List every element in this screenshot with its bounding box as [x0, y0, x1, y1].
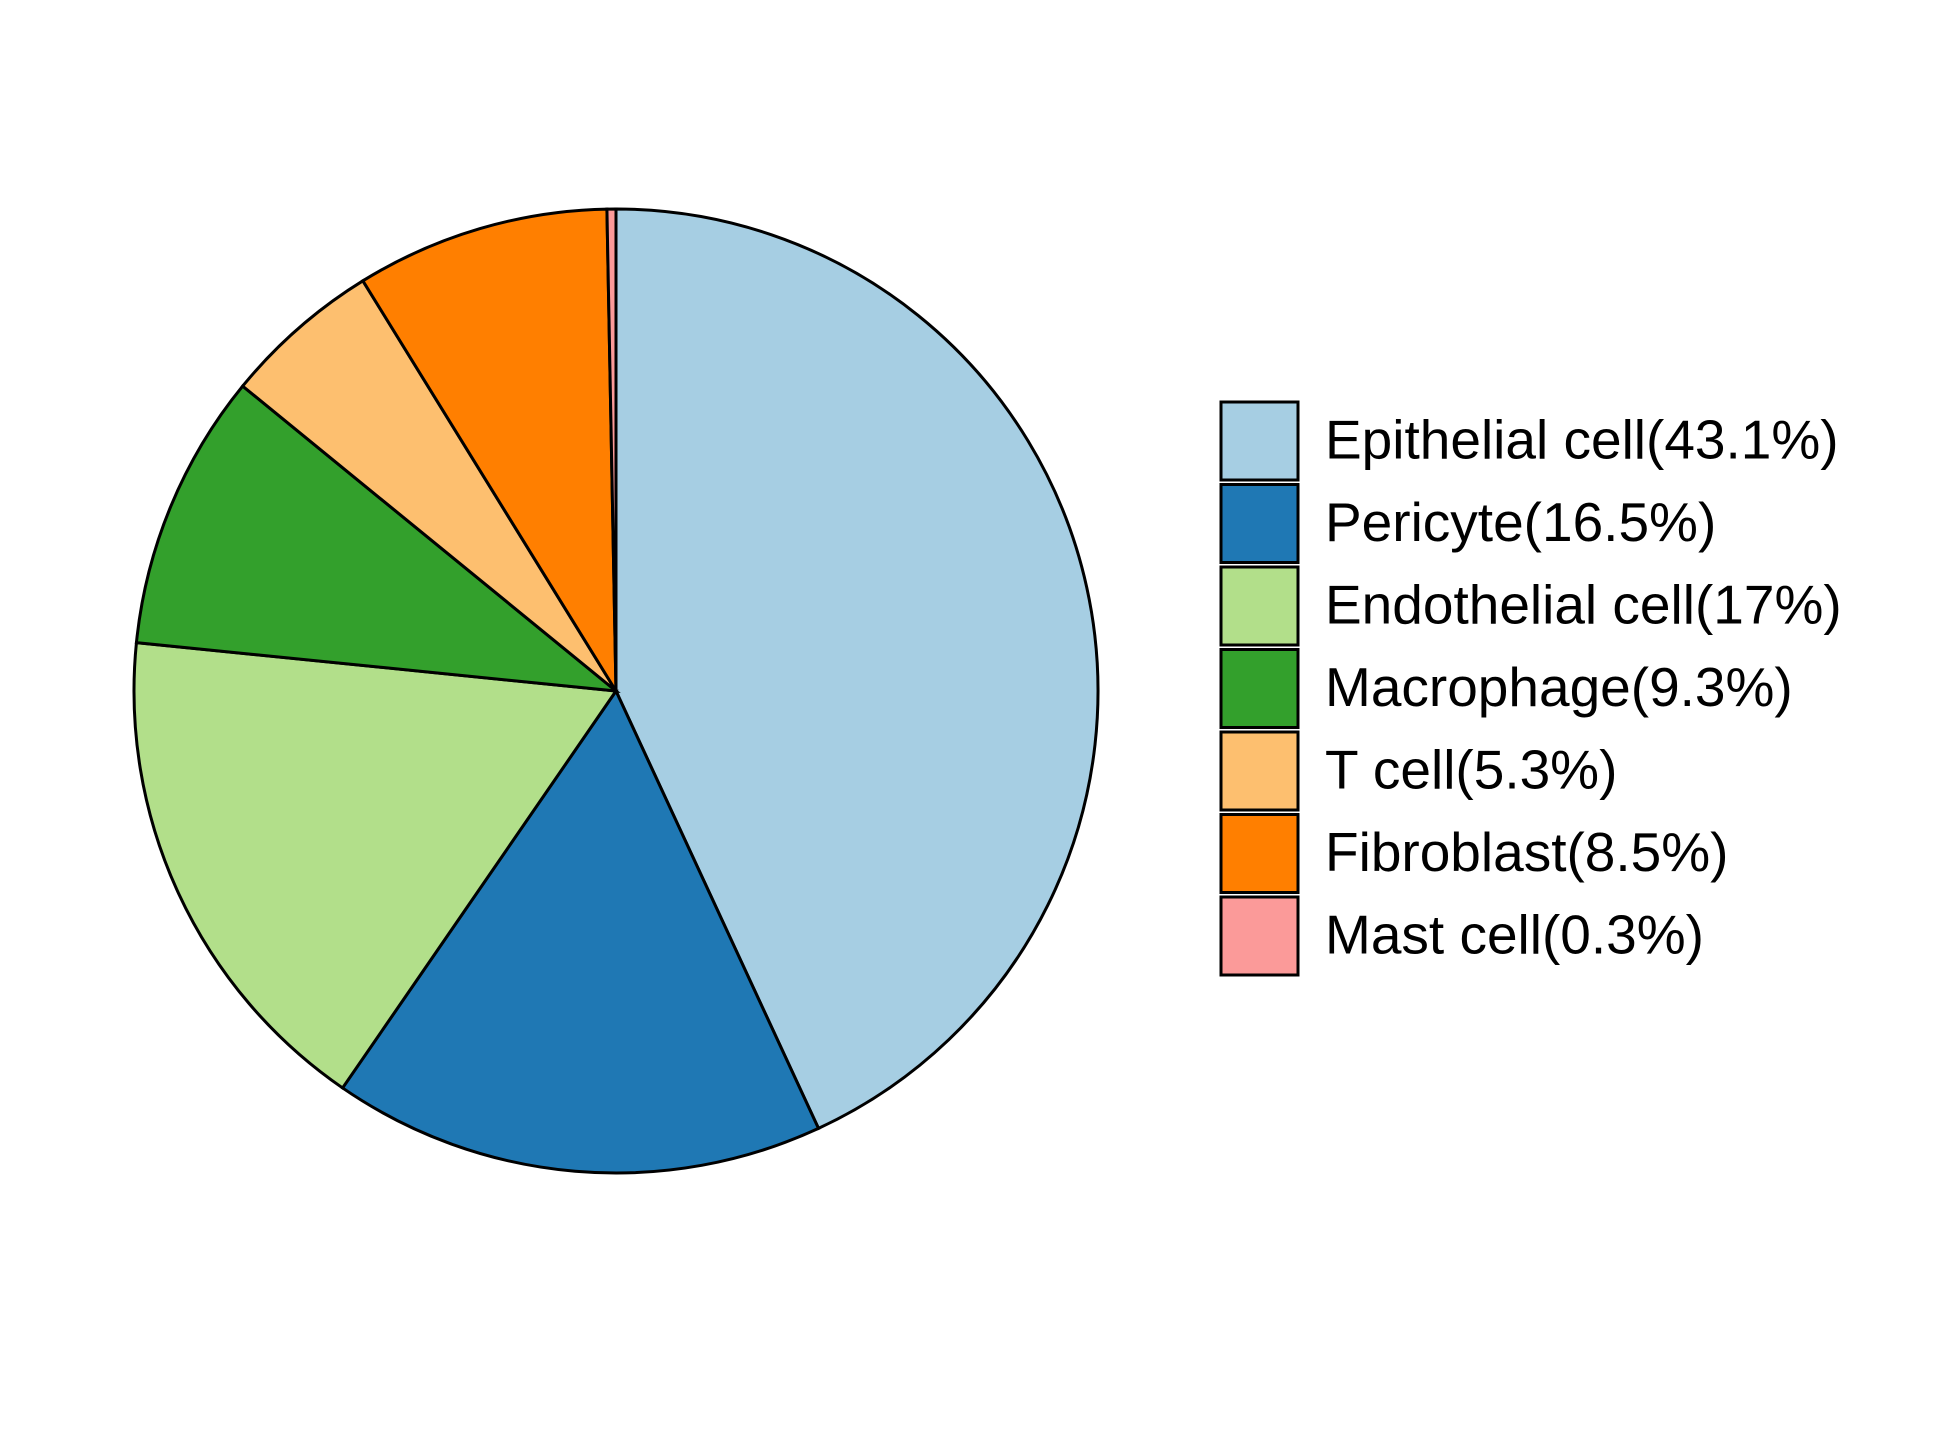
legend-swatch [1219, 400, 1300, 482]
legend-label: Mast cell(0.3%) [1325, 904, 1704, 966]
pie-slice [132, 640, 619, 1091]
legend-swatch [1219, 648, 1300, 729]
pie-slice [614, 207, 1100, 1131]
legend-label: Fibroblast(8.5%) [1325, 821, 1728, 883]
legend-swatch [1219, 895, 1300, 977]
legend-label: Macrophage(9.3%) [1325, 656, 1793, 718]
legend-swatch [1219, 730, 1300, 812]
pie-slice [340, 687, 821, 1175]
legend-label: Endothelial cell(17%) [1325, 574, 1842, 636]
legend-label: Epithelial cell(43.1%) [1325, 409, 1839, 471]
legend-label: Pericyte(16.5%) [1325, 491, 1716, 553]
pie-slice [134, 383, 621, 693]
legend-label: T cell(5.3%) [1325, 739, 1617, 801]
legend-swatch [1219, 813, 1300, 894]
legend-swatch [1219, 565, 1300, 647]
legend-swatch [1219, 483, 1300, 564]
pie-slice [240, 278, 618, 693]
pie-slice [605, 207, 618, 692]
pie-slice [360, 207, 618, 697]
